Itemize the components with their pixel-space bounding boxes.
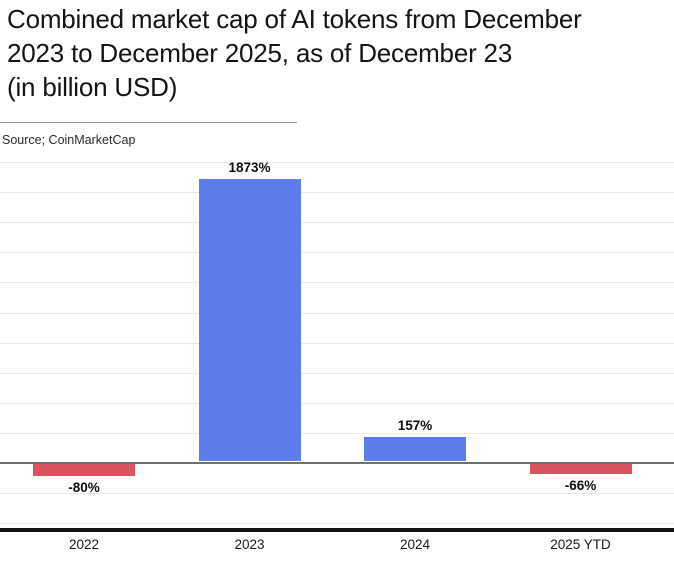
zero-axis-line <box>0 462 674 464</box>
plot-bottom-border <box>0 528 674 532</box>
bar-value-label: -66% <box>564 477 597 493</box>
gridline <box>0 523 674 525</box>
gridline <box>0 282 674 284</box>
gridline <box>0 312 674 314</box>
gridline <box>0 162 674 163</box>
bar-2023 <box>198 179 301 461</box>
gridline <box>0 402 674 404</box>
gridline <box>0 432 674 434</box>
source-label: Source; CoinMarketCap <box>2 133 136 147</box>
x-axis-label-2022: 2022 <box>68 537 100 552</box>
page-title: Combined market cap of AI tokens from De… <box>7 2 667 104</box>
gridline <box>0 372 674 374</box>
bar-value-label: 157% <box>397 418 433 434</box>
page-title-line-3: (in billion USD) <box>7 72 178 102</box>
source-divider <box>0 122 297 123</box>
gridline <box>0 342 674 344</box>
gridline <box>0 493 674 495</box>
gridline <box>0 222 674 224</box>
bar-2022 <box>33 464 135 477</box>
gridline <box>0 192 674 194</box>
bar-2024 <box>364 437 466 461</box>
page-title-line-1: Combined market cap of AI tokens from De… <box>7 4 582 34</box>
x-axis-label-2024: 2024 <box>399 537 431 552</box>
x-axis-label-2023: 2023 <box>234 537 265 552</box>
bar-value-label: -80% <box>68 480 100 496</box>
x-axis-label-2025 YTD: 2025 YTD <box>550 537 611 552</box>
bar-2025 YTD <box>529 464 632 474</box>
page-title-line-2: 2023 to December 2025, as of December 23 <box>7 38 513 68</box>
bar-value-label: 1873% <box>228 160 271 176</box>
gridline <box>0 252 674 254</box>
